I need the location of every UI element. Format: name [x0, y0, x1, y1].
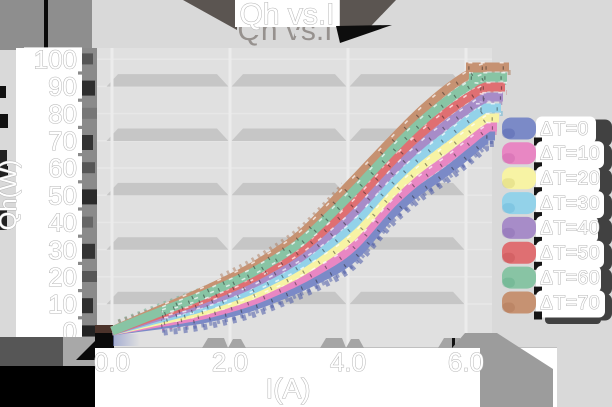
svg-text:ΔT=50: ΔT=50 — [540, 242, 600, 264]
svg-text:ΔT=30: ΔT=30 — [540, 192, 600, 214]
svg-text:90: 90 — [48, 72, 77, 102]
svg-text:0.0: 0.0 — [94, 347, 130, 377]
svg-text:ΔT=0: ΔT=0 — [540, 118, 589, 140]
svg-text:Qh(W): Qh(W) — [0, 160, 22, 231]
svg-text:ΔT=20: ΔT=20 — [540, 168, 600, 190]
svg-text:80: 80 — [48, 99, 77, 129]
svg-text:ΔT=70: ΔT=70 — [540, 292, 600, 314]
svg-text:40: 40 — [48, 208, 77, 238]
svg-text:4.0: 4.0 — [330, 347, 366, 377]
svg-text:6.0: 6.0 — [448, 347, 484, 377]
svg-text:20: 20 — [48, 262, 77, 292]
svg-text:100: 100 — [34, 44, 77, 74]
svg-text:Qh vs.I: Qh vs.I — [239, 0, 334, 31]
svg-text:30: 30 — [48, 235, 77, 265]
svg-text:2.0: 2.0 — [212, 347, 248, 377]
svg-text:60: 60 — [48, 153, 77, 183]
svg-text:50: 50 — [48, 180, 77, 210]
svg-text:10: 10 — [48, 289, 77, 319]
svg-text:ΔT=60: ΔT=60 — [540, 267, 600, 289]
svg-text:70: 70 — [48, 126, 77, 156]
svg-text:ΔT=40: ΔT=40 — [540, 217, 600, 239]
svg-text:I(A): I(A) — [265, 373, 310, 404]
svg-text:ΔT=10: ΔT=10 — [540, 143, 600, 165]
